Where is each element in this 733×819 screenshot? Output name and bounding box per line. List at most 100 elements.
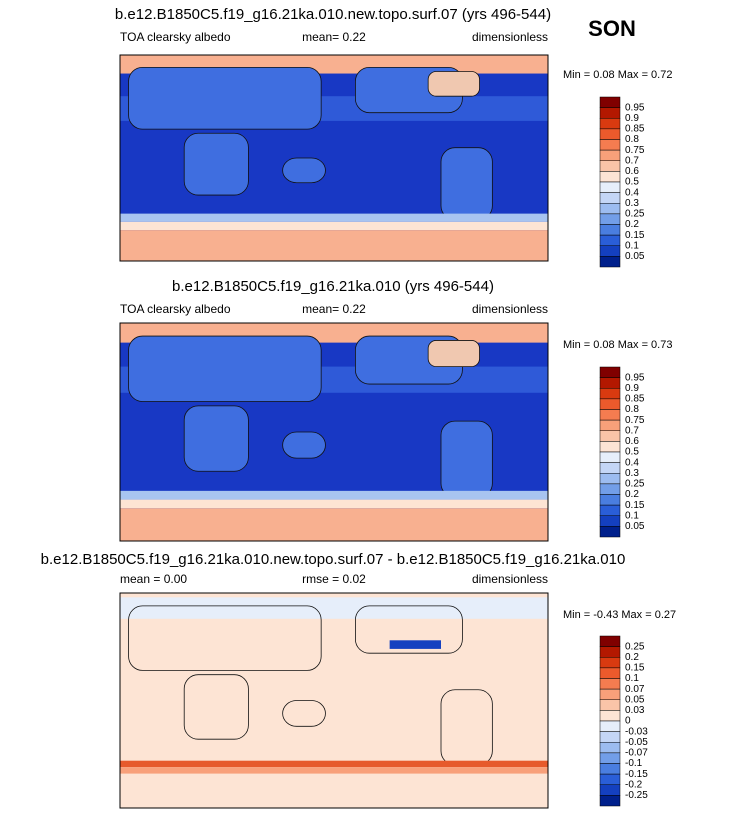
colorbar-label: 0.9 bbox=[625, 383, 639, 394]
map-band bbox=[120, 767, 548, 774]
colorbar-label: -0.03 bbox=[625, 726, 648, 737]
colorbar-box bbox=[599, 181, 621, 193]
colorbar-box bbox=[599, 720, 621, 732]
map-land bbox=[440, 420, 493, 498]
colorbar-box bbox=[599, 96, 621, 108]
colorbar-box bbox=[599, 635, 621, 647]
colorbar-label: 0.25 bbox=[625, 641, 645, 652]
colorbar-label: 0.07 bbox=[625, 684, 645, 695]
colorbar-box bbox=[599, 710, 621, 722]
map-land bbox=[282, 157, 326, 184]
colorbar-box bbox=[599, 504, 621, 516]
colorbar-label: 0.75 bbox=[625, 145, 645, 156]
map-frame bbox=[119, 54, 549, 262]
colorbar-box bbox=[599, 388, 621, 400]
variable-label: TOA clearsky albedo bbox=[120, 30, 231, 44]
colorbar-label: 0.8 bbox=[625, 134, 639, 145]
panel-title: b.e12.B1850C5.f19_g16.21ka.010 (yrs 496-… bbox=[172, 278, 494, 295]
colorbar-box bbox=[599, 657, 621, 669]
map-band bbox=[120, 221, 548, 231]
map bbox=[119, 322, 549, 542]
map-band bbox=[389, 640, 441, 649]
map-land bbox=[183, 405, 249, 472]
colorbar-label: 0.03 bbox=[625, 705, 645, 716]
map-band bbox=[120, 490, 548, 500]
colorbar-box bbox=[599, 203, 621, 215]
colorbar-box bbox=[599, 462, 621, 474]
colorbar-box bbox=[599, 377, 621, 389]
stat-label: mean= 0.22 bbox=[302, 302, 366, 316]
map-land bbox=[427, 340, 480, 368]
colorbar-label: -0.1 bbox=[625, 758, 643, 769]
colorbar-box bbox=[599, 742, 621, 754]
colorbar-box bbox=[599, 366, 621, 378]
colorbar-label: 0.9 bbox=[625, 113, 639, 124]
stat-label: rmse = 0.02 bbox=[302, 572, 366, 586]
colorbar-label: 0.2 bbox=[625, 652, 639, 663]
colorbar-label: 0.2 bbox=[625, 489, 639, 500]
colorbar-box bbox=[599, 773, 621, 785]
colorbar-box bbox=[599, 107, 621, 119]
colorbar-box bbox=[599, 139, 621, 151]
colorbar-label: 0.15 bbox=[625, 663, 645, 674]
colorbar-box bbox=[599, 430, 621, 442]
colorbar-label: 0.25 bbox=[625, 479, 645, 490]
colorbar-box bbox=[599, 515, 621, 527]
colorbar-label: 0.5 bbox=[625, 177, 639, 188]
colorbar-label: 0.1 bbox=[625, 240, 639, 251]
colorbar-label: 0.95 bbox=[625, 102, 645, 113]
map-land bbox=[128, 605, 322, 671]
colorbar-box bbox=[599, 419, 621, 431]
map-frame bbox=[119, 322, 549, 542]
min-max-label: Min = -0.43 Max = 0.27 bbox=[563, 609, 676, 621]
colorbar-box bbox=[599, 526, 621, 538]
units-label: dimensionless bbox=[472, 30, 548, 44]
map-band bbox=[120, 213, 548, 222]
map-land bbox=[128, 335, 322, 402]
map-band bbox=[120, 760, 548, 768]
colorbar-label: 0.05 bbox=[625, 521, 645, 532]
colorbar-label: 0.15 bbox=[625, 230, 645, 241]
colorbar-box bbox=[599, 245, 621, 257]
map-land bbox=[183, 674, 249, 740]
map-antarctic bbox=[120, 230, 548, 261]
panel-title: b.e12.B1850C5.f19_g16.21ka.010.new.topo.… bbox=[115, 6, 551, 23]
map bbox=[119, 54, 549, 262]
map-land bbox=[427, 71, 480, 97]
season-label: SON bbox=[588, 16, 636, 41]
panel-title: b.e12.B1850C5.f19_g16.21ka.010.new.topo.… bbox=[41, 551, 626, 568]
colorbar-box bbox=[599, 409, 621, 421]
map-land bbox=[128, 66, 322, 130]
variable-label: TOA clearsky albedo bbox=[120, 302, 231, 316]
colorbar-box bbox=[599, 667, 621, 679]
colorbar-box bbox=[599, 128, 621, 140]
stat-label: mean= 0.22 bbox=[302, 30, 366, 44]
min-max-label: Min = 0.08 Max = 0.72 bbox=[563, 69, 672, 81]
colorbar-box bbox=[599, 171, 621, 183]
colorbar-box bbox=[599, 752, 621, 764]
colorbar-label: 0.85 bbox=[625, 124, 645, 135]
colorbar-box bbox=[599, 213, 621, 225]
map-land bbox=[354, 605, 463, 654]
colorbar-label: 0.4 bbox=[625, 187, 639, 198]
colorbar-label: 0.85 bbox=[625, 394, 645, 405]
colorbar-box bbox=[599, 451, 621, 463]
map-band bbox=[120, 499, 548, 509]
colorbar-box bbox=[599, 192, 621, 204]
colorbar-box bbox=[599, 473, 621, 485]
colorbar-box bbox=[599, 256, 621, 268]
colorbar-label: 0.75 bbox=[625, 415, 645, 426]
colorbar-label: 0.6 bbox=[625, 436, 639, 447]
units-label: dimensionless bbox=[472, 572, 548, 586]
min-max-label: Min = 0.08 Max = 0.73 bbox=[563, 339, 672, 351]
colorbar-label: 0.3 bbox=[625, 198, 639, 209]
colorbar-label: 0.25 bbox=[625, 209, 645, 220]
colorbar-label: 0.1 bbox=[625, 673, 639, 684]
variable-label: mean = 0.00 bbox=[120, 572, 187, 586]
map-land bbox=[282, 431, 326, 459]
colorbar-label: 0.8 bbox=[625, 404, 639, 415]
colorbar-label: 0.5 bbox=[625, 447, 639, 458]
colorbar-label: 0.1 bbox=[625, 510, 639, 521]
colorbar-box bbox=[599, 224, 621, 236]
